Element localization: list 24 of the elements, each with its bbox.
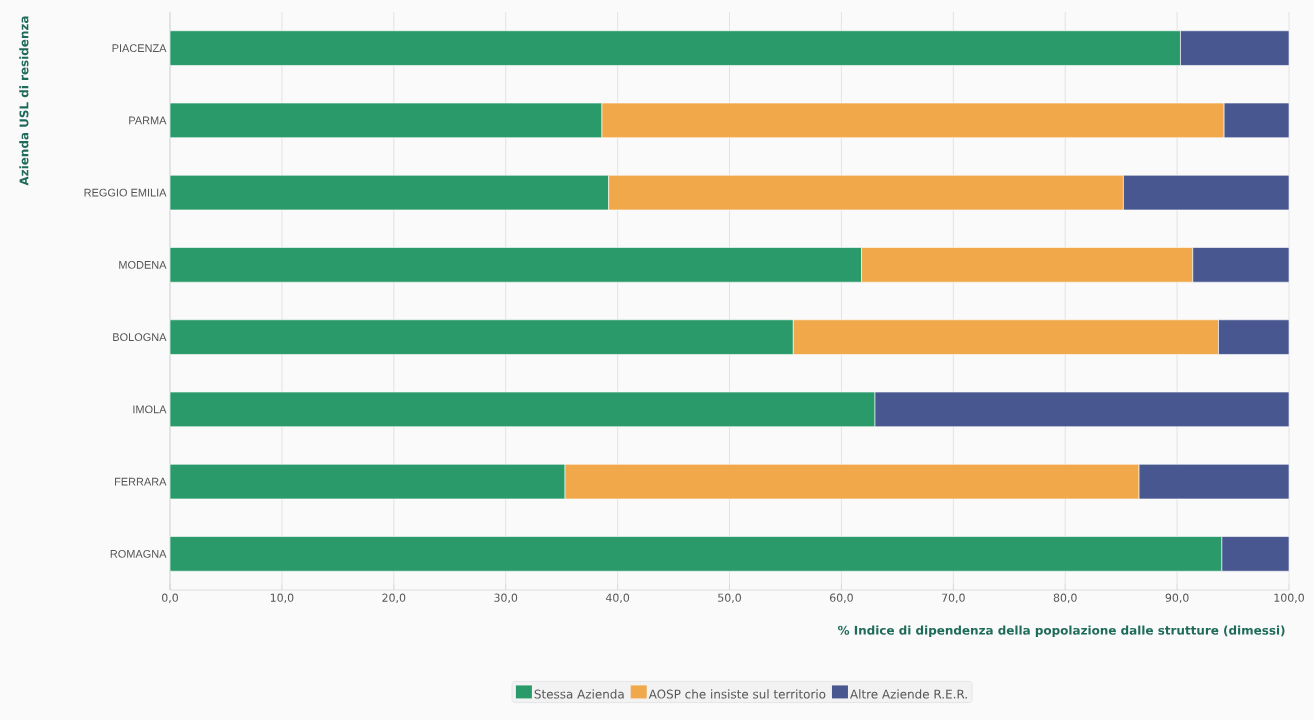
x-tick-label: 50,0 [718,593,741,603]
y-tick-label: PARMA [129,116,167,125]
legend-label: Altre Aziende R.E.R. [850,689,967,699]
x-tick-label: 20,0 [382,593,406,603]
legend-label: Stessa Azienda [534,689,624,699]
x-axis-title: % Indice di dipendenza della popolazione dalle strutture (dimessi) [837,625,1285,638]
x-tick-label: 0,0 [162,593,178,603]
x-tick-label: 10,0 [270,593,294,603]
y-tick-label: IMOLA [133,405,167,414]
x-tick-label: 40,0 [605,593,630,603]
legend-label: AOSP che insiste sul territorio [648,689,826,699]
x-tick-label: 60,0 [829,593,853,603]
y-tick-label: REGGIO EMILIA [84,188,167,197]
y-tick-label: BOLOGNA [113,333,167,342]
y-tick-label: ROMAGNA [110,550,167,558]
x-tick-label: 80,0 [1053,593,1077,603]
y-axis-title: Azienda USL di residenza [19,16,29,186]
x-tick-label: 30,0 [494,593,518,603]
y-tick-label: MODENA [119,261,167,269]
y-tick-label: FERRARA [115,477,167,486]
x-tick-label: 70,0 [942,593,965,603]
x-tick-label: 100,0 [1274,593,1304,603]
y-tick-label: PIACENZA [112,44,167,52]
x-tick-label: 90,0 [1165,593,1189,603]
